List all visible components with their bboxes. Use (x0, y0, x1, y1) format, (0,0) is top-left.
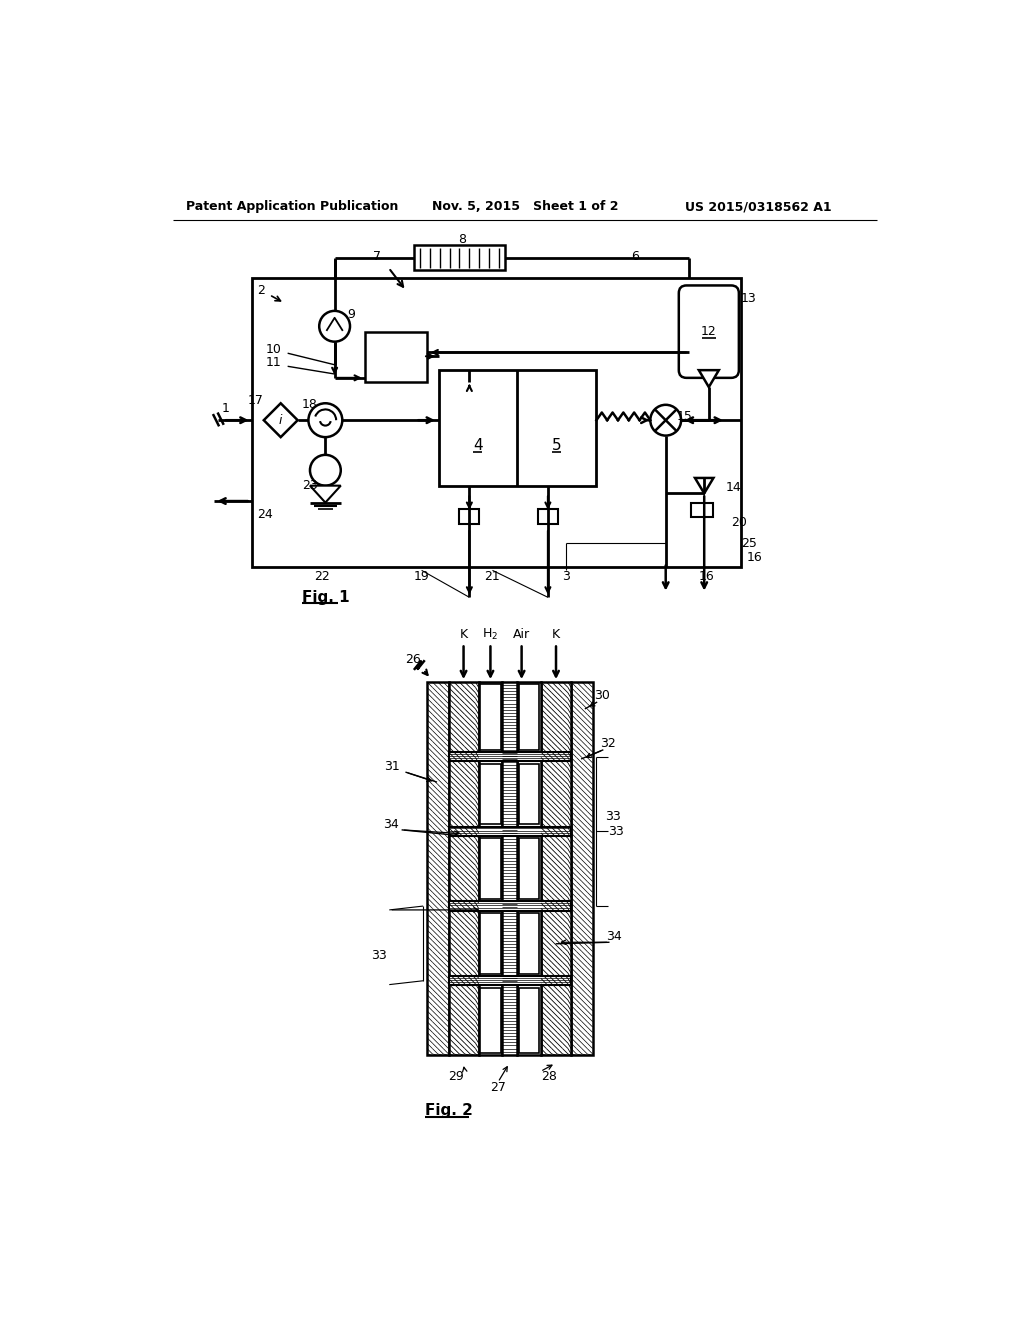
Text: Patent Application Publication: Patent Application Publication (186, 201, 398, 214)
Bar (449, 902, 571, 911)
FancyBboxPatch shape (679, 285, 739, 378)
Bar (366, 331, 427, 381)
Text: 33: 33 (608, 825, 624, 838)
Text: 29: 29 (449, 1069, 464, 1082)
Text: Nov. 5, 2015   Sheet 1 of 2: Nov. 5, 2015 Sheet 1 of 2 (431, 201, 618, 214)
Text: 8: 8 (458, 232, 466, 246)
Text: 10: 10 (266, 343, 282, 356)
Bar (480, 913, 501, 974)
Text: 33: 33 (605, 810, 621, 824)
Circle shape (319, 312, 350, 342)
Polygon shape (310, 486, 341, 503)
Text: 22: 22 (313, 570, 330, 583)
Bar (478, 682, 502, 1056)
Text: 6: 6 (631, 249, 639, 263)
Bar (538, 508, 558, 524)
Text: K: K (460, 628, 468, 640)
Text: 31: 31 (384, 760, 400, 774)
Bar (480, 987, 501, 1053)
Bar (480, 684, 501, 750)
Text: 7: 7 (373, 251, 381, 264)
Bar (519, 913, 540, 974)
Bar (449, 682, 478, 1056)
Text: 27: 27 (489, 1081, 506, 1094)
Text: 1: 1 (221, 403, 229, 416)
Bar (502, 682, 517, 1056)
Text: H$_2$: H$_2$ (482, 627, 499, 642)
Bar (449, 826, 571, 836)
Text: Air: Air (513, 628, 530, 640)
Bar (252, 277, 741, 566)
Bar (519, 987, 540, 1053)
Bar (541, 682, 571, 1056)
Text: 33: 33 (371, 949, 386, 962)
Bar (414, 246, 505, 271)
Text: Fig. 1: Fig. 1 (302, 590, 350, 605)
Text: 34: 34 (383, 818, 398, 832)
Text: US 2015/0318562 A1: US 2015/0318562 A1 (685, 201, 831, 214)
Bar (427, 682, 449, 1056)
Text: 19: 19 (414, 570, 429, 583)
Text: 18: 18 (302, 399, 317, 412)
Bar (460, 508, 479, 524)
Bar (449, 977, 571, 985)
Bar (571, 682, 593, 1056)
Text: 16: 16 (746, 550, 762, 564)
Bar (438, 370, 596, 486)
Text: 16: 16 (698, 570, 715, 583)
Text: 23: 23 (302, 479, 317, 492)
Text: 13: 13 (740, 292, 756, 305)
Text: K: K (552, 628, 560, 640)
Text: 5: 5 (552, 438, 561, 453)
Bar (691, 503, 713, 517)
Text: 24: 24 (257, 508, 273, 520)
Bar (480, 838, 501, 899)
Text: 4: 4 (473, 438, 482, 453)
Bar (519, 838, 540, 899)
Text: 12: 12 (701, 325, 717, 338)
Bar (519, 763, 540, 825)
Text: i: i (279, 413, 283, 426)
Text: 30: 30 (594, 689, 609, 702)
Bar (517, 682, 541, 1056)
Text: 2: 2 (257, 284, 264, 297)
Text: 17: 17 (248, 395, 264, 408)
Text: 3: 3 (562, 570, 569, 583)
Bar (519, 684, 540, 750)
Bar (449, 752, 571, 762)
Text: 32: 32 (600, 737, 615, 750)
Text: 14: 14 (726, 480, 741, 494)
Polygon shape (695, 478, 714, 494)
Circle shape (308, 404, 342, 437)
Text: 15: 15 (677, 409, 693, 422)
Text: 34: 34 (606, 929, 622, 942)
Text: 21: 21 (484, 570, 501, 583)
Circle shape (650, 405, 681, 436)
Text: 9: 9 (348, 308, 355, 321)
Text: 11: 11 (266, 356, 282, 370)
Polygon shape (698, 370, 719, 387)
Text: 26: 26 (406, 653, 421, 667)
Circle shape (310, 455, 341, 486)
Text: 20: 20 (731, 516, 746, 529)
Bar (480, 763, 501, 825)
Text: 28: 28 (541, 1069, 557, 1082)
Text: Fig. 2: Fig. 2 (425, 1104, 473, 1118)
Text: 25: 25 (741, 537, 757, 550)
Polygon shape (264, 404, 298, 437)
